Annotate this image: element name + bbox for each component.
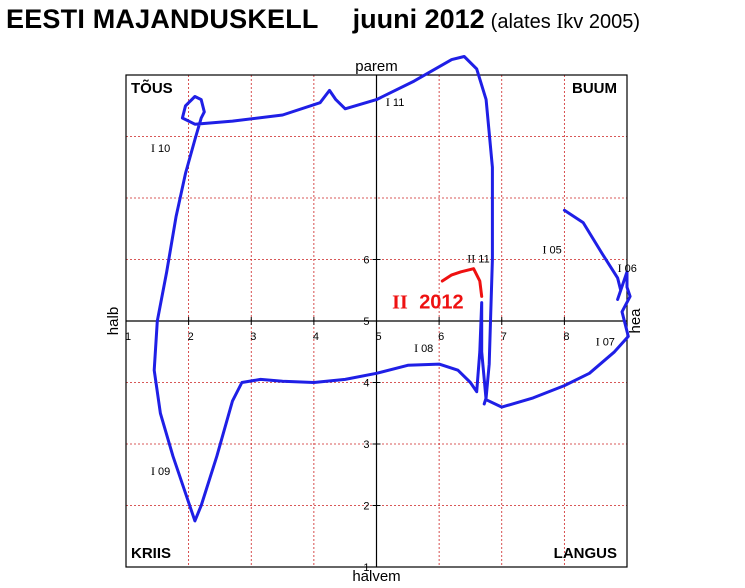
series-layer	[152, 55, 632, 523]
chart-header: EESTI MAJANDUSKELL juuni 2012 (alates Ikv …	[6, 4, 640, 35]
axis-label-halvem: halvem	[352, 568, 400, 585]
point-label-year: 09	[158, 466, 170, 478]
y-tick-label: 4	[363, 378, 369, 390]
chart-note-roman: I	[556, 9, 564, 33]
axis-label-parem: parem	[355, 58, 398, 75]
y-tick-label: 1	[363, 562, 369, 574]
x-tick-label: 1	[125, 331, 131, 343]
current-period-label: II 2012	[392, 292, 464, 314]
point-label-year: 05	[549, 244, 561, 256]
point-label: I 07	[596, 335, 615, 349]
point-label: I 06	[618, 261, 637, 275]
x-tick-label: 2	[188, 331, 194, 343]
chart-title: EESTI MAJANDUSKELL	[6, 4, 319, 34]
point-label: I 05	[542, 242, 561, 256]
tick-marks	[125, 259, 565, 568]
y-tick-label: 2	[363, 501, 369, 513]
axis-label-halb: halb	[105, 307, 122, 335]
point-label-year: 08	[421, 343, 433, 355]
chart-note-open: (alates	[490, 11, 551, 33]
point-label-year: 11	[478, 254, 489, 266]
point-label-year: 11	[393, 97, 404, 109]
point-label: I 10	[151, 141, 170, 155]
x-tick-label: 8	[563, 331, 569, 343]
point-label: I 09	[151, 464, 170, 478]
x-tick-label: 7	[501, 331, 507, 343]
quadrant-label-langus: LANGUS	[554, 545, 617, 562]
point-label-roman: II	[467, 252, 475, 266]
chart-date: juuni 2012	[352, 4, 485, 34]
series-line	[440, 267, 484, 298]
x-tick-label: 3	[250, 331, 256, 343]
point-label-roman: I	[618, 261, 622, 275]
point-label: I 11	[386, 95, 404, 109]
quadrant-label-tous: TÕUS	[131, 79, 173, 97]
point-label-roman: I	[151, 464, 155, 478]
point-label: II 11	[467, 252, 489, 266]
axis-label-hea: hea	[627, 308, 644, 334]
point-label-year: 07	[603, 337, 615, 349]
x-tick-label: 5	[375, 331, 381, 343]
y-tick-label: 6	[363, 255, 369, 267]
chart-note: (alates Ikv 2005)	[490, 9, 640, 33]
y-tick-label: 5	[363, 316, 369, 328]
point-label-roman: I	[542, 242, 546, 256]
point-label-roman: I	[414, 341, 418, 355]
quadrant-label-buum: BUUM	[572, 80, 617, 97]
point-label: I 08	[414, 341, 433, 355]
y-tick-label: 3	[363, 439, 369, 451]
x-tick-label: 6	[438, 331, 444, 343]
quadrant-label-kriis: KRIIS	[131, 545, 171, 562]
y-tick-labels: 1 2 3 4 5 6	[363, 255, 369, 575]
point-label-roman: I	[151, 141, 155, 155]
series-line	[152, 55, 632, 523]
point-label-year: 06	[625, 263, 637, 275]
current-period-roman: II	[392, 292, 408, 314]
chart-note-close: kv 2005)	[563, 11, 640, 33]
point-label-roman: I	[386, 95, 390, 109]
x-tick-label: 4	[313, 331, 319, 343]
x-tick-labels: 1 2 3 4 5 6 7 8	[125, 331, 570, 343]
point-label-roman: I	[596, 335, 600, 349]
current-period-year: 2012	[419, 292, 464, 314]
point-label-year: 10	[158, 143, 170, 155]
